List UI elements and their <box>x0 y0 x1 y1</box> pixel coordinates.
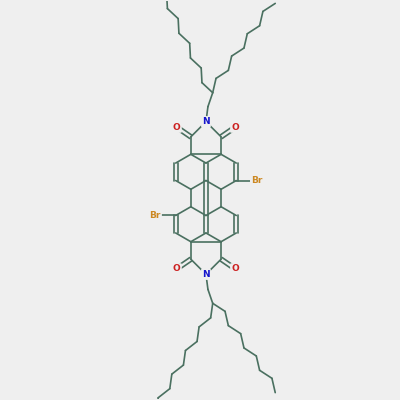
Text: O: O <box>173 123 181 132</box>
Text: O: O <box>231 264 239 273</box>
Text: Br: Br <box>150 211 161 220</box>
Text: Br: Br <box>251 176 262 185</box>
Text: O: O <box>231 123 239 132</box>
Text: N: N <box>202 117 210 126</box>
Text: N: N <box>202 270 210 279</box>
Text: O: O <box>173 264 181 273</box>
